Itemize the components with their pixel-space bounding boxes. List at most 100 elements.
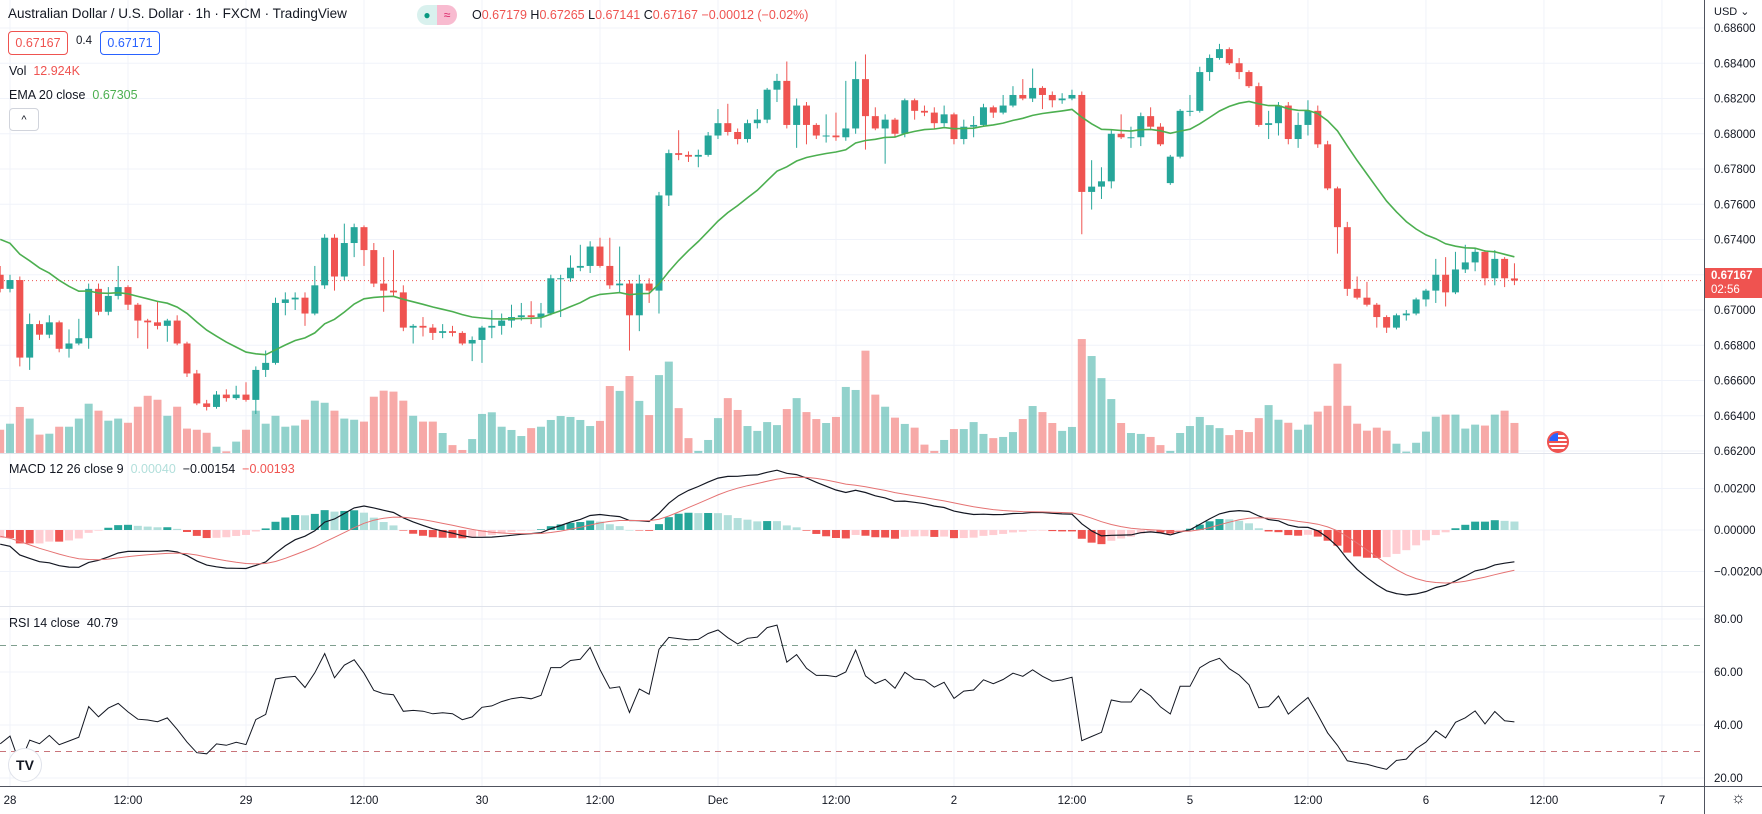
time-axis[interactable]: 28 12:00 29 12:00 30 12:00 Dec 12:00 2 12:00 5 12:0… xyxy=(4,795,1666,807)
candle-body xyxy=(370,250,378,284)
candle-body xyxy=(1196,72,1204,111)
candle-body xyxy=(1097,181,1105,187)
volume-bar xyxy=(586,426,595,453)
ema-legend[interactable]: EMA 20 close 0.67305 xyxy=(9,88,138,102)
candle xyxy=(596,237,604,268)
candle xyxy=(1235,57,1243,80)
volume-bar xyxy=(1038,412,1047,453)
volume-bar xyxy=(920,444,929,453)
volume-bar xyxy=(822,423,831,453)
candle xyxy=(1048,91,1056,108)
candle xyxy=(281,292,289,316)
candle-body xyxy=(1383,317,1391,328)
macd-histogram-bar xyxy=(1510,521,1519,530)
candle xyxy=(1117,114,1125,140)
candle-body xyxy=(537,313,545,318)
volume-bar xyxy=(1451,414,1460,453)
candle-body xyxy=(124,287,132,305)
candle xyxy=(271,297,279,365)
candle-body xyxy=(1265,123,1273,125)
candle xyxy=(439,324,447,339)
macd-histogram-bar xyxy=(1146,530,1155,533)
macd-histogram-bar xyxy=(723,515,732,530)
symbol-title[interactable]: Australian Dollar / U.S. Dollar · 1h · F… xyxy=(8,6,347,21)
candle xyxy=(645,278,653,303)
currency-selector[interactable]: USD ⌄ xyxy=(1714,6,1750,18)
macd-histogram-bar xyxy=(153,527,162,530)
volume-bar xyxy=(989,438,998,453)
rsi-legend[interactable]: RSI 14 close 40.79 xyxy=(9,616,118,630)
market-status[interactable]: ● ≈ xyxy=(417,5,457,25)
candle xyxy=(1392,313,1400,330)
macd-histogram-bar xyxy=(704,512,713,530)
macd-histogram-bar xyxy=(1166,530,1175,534)
macd-histogram-bar xyxy=(202,530,211,539)
candle-body xyxy=(616,283,624,286)
macd-line xyxy=(0,469,1515,596)
sell-button[interactable]: 0.67167 xyxy=(8,31,68,55)
candle-body xyxy=(478,327,486,340)
volume-bar xyxy=(409,415,418,453)
candle-body xyxy=(586,246,594,266)
candle xyxy=(389,250,397,296)
volume-bar xyxy=(468,439,477,453)
candle-body xyxy=(950,114,958,140)
candle xyxy=(911,98,919,120)
candle xyxy=(104,287,112,316)
settings-gear-icon[interactable]: ☼ xyxy=(1731,790,1746,807)
candle-body xyxy=(330,237,338,277)
buy-button[interactable]: 0.67171 xyxy=(100,31,160,55)
volume-bar xyxy=(45,433,54,453)
volume-bar xyxy=(890,417,899,453)
price-tick-label: 0.68400 xyxy=(1714,58,1756,70)
volume-bar xyxy=(1402,451,1411,453)
macd-histogram-bar xyxy=(1333,530,1342,546)
macd-histogram-bar xyxy=(350,510,359,530)
candle xyxy=(675,130,683,161)
volume-bar xyxy=(55,426,64,453)
candle-body xyxy=(45,322,53,335)
collapse-legend-button[interactable]: ^ xyxy=(9,108,39,131)
candle xyxy=(635,274,643,332)
candle xyxy=(566,255,574,282)
macd-histogram-bar xyxy=(163,527,172,530)
volume-bar xyxy=(546,419,555,453)
volume-legend[interactable]: Vol 12.924K xyxy=(9,64,80,78)
candle-body xyxy=(763,89,771,120)
macd-histogram-bar xyxy=(1156,530,1165,533)
candle xyxy=(1451,251,1459,295)
macd-histogram-bar xyxy=(6,530,14,539)
volume-bar xyxy=(418,421,427,453)
macd-histogram-bar xyxy=(241,530,250,535)
macd-histogram-bar xyxy=(379,522,388,530)
macd-histogram-bar xyxy=(448,530,457,538)
volume-bar xyxy=(487,412,496,453)
volume-bar xyxy=(232,441,241,453)
tradingview-logo[interactable]: TV xyxy=(8,748,42,782)
candle xyxy=(1147,107,1155,131)
us-flag-event-icon[interactable] xyxy=(1547,431,1569,453)
volume-bar xyxy=(64,426,73,453)
volume-legend-value: 12.924K xyxy=(33,64,80,78)
candle xyxy=(616,246,624,293)
candle-body xyxy=(861,79,869,117)
macd-histogram-bar xyxy=(802,530,811,531)
volume-bar xyxy=(202,432,211,453)
volume-bar xyxy=(1353,423,1362,453)
candle-body xyxy=(911,100,919,111)
price-axis[interactable]: 0.68600 0.68400 0.68200 0.68000 0.67800 0.676… xyxy=(1714,23,1762,785)
candle-body xyxy=(940,114,948,124)
volume-bar xyxy=(1431,416,1440,453)
high-value: 0.67265 xyxy=(539,8,585,22)
candle xyxy=(330,234,338,291)
candle-body xyxy=(1156,126,1164,145)
candle-body xyxy=(380,283,388,291)
macd-legend[interactable]: MACD 12 26 close 9 0.00040 −0.00154 −0.0… xyxy=(9,462,295,476)
volume-bar xyxy=(1028,406,1037,453)
candle xyxy=(606,237,614,289)
macd-histogram-bar xyxy=(1058,530,1067,532)
rsi-legend-value: 40.79 xyxy=(86,616,119,630)
macd-histogram-bar xyxy=(1274,530,1283,533)
candle xyxy=(6,274,14,293)
